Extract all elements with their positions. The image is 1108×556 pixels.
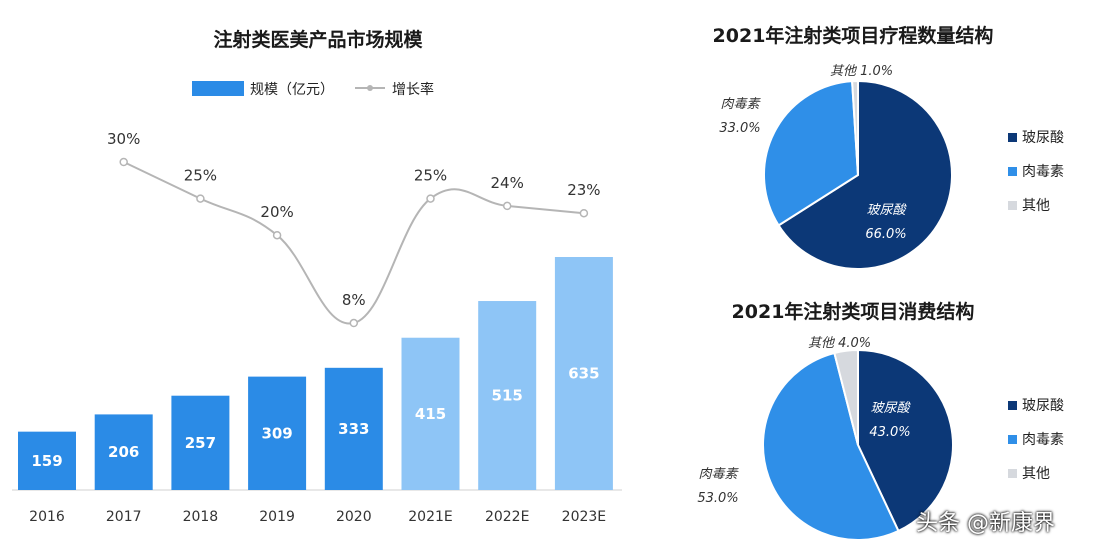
x-tick-2021E: 2021E	[408, 509, 452, 525]
pie2-slice-1	[762, 351, 900, 541]
watermark: 头条 @新康界	[916, 511, 1055, 536]
pie1-legend-swatch-1	[1008, 167, 1017, 176]
pie1-slice-0	[777, 79, 953, 270]
pie1-legend-swatch-2	[1008, 201, 1017, 210]
legend-bar-swatch	[192, 81, 244, 96]
x-tick-2023E: 2023E	[562, 509, 606, 525]
pie2-slice-2	[833, 348, 859, 446]
bar-label-2016: 159	[31, 452, 62, 470]
pie2-legend-swatch-2	[1008, 469, 1017, 478]
legend-line-label: 增长率	[392, 81, 434, 98]
pie2-slice-0	[857, 348, 954, 533]
growth-label-2018: 25%	[184, 167, 217, 185]
growth-point-2017	[119, 157, 128, 167]
growth-point-2019	[272, 230, 282, 240]
legend-line-marker	[367, 85, 373, 91]
bar-2017	[94, 414, 153, 490]
pie1-legend-label-2: 其他	[1022, 198, 1050, 214]
bar-2020	[324, 367, 383, 490]
bar-2023E	[554, 257, 613, 490]
x-tick-2016: 2016	[29, 509, 65, 525]
pie2-legend-label-1: 肉毒素	[1022, 432, 1064, 448]
bar-2016	[18, 431, 76, 490]
legend-bar-label: 规模（亿元）	[250, 82, 334, 98]
growth-point-2018	[196, 194, 205, 203]
growth-point-2022E	[502, 201, 512, 211]
growth-label-2021E: 25%	[414, 167, 447, 185]
pie2-label-value-1: 53.0%	[697, 491, 738, 506]
growth-label-2017: 30%	[107, 130, 140, 148]
pie1-slice-1	[763, 80, 860, 227]
growth-label-2022E: 24%	[491, 174, 524, 192]
bar-2018	[171, 395, 230, 490]
x-tick-2019: 2019	[259, 509, 295, 525]
growth-point-2021E	[426, 194, 435, 203]
chart-title: 注射类医美产品市场规模	[213, 28, 423, 51]
bar-2021E	[401, 337, 460, 490]
pie1-legend-label-1: 肉毒素	[1022, 164, 1064, 180]
bar-label-2017: 206	[108, 443, 139, 461]
bar-label-2019: 309	[261, 424, 292, 442]
pie2-label-value-0: 43.0%	[869, 425, 910, 440]
growth-point-2020	[349, 318, 359, 328]
pie1-label-name-1: 肉毒素	[720, 97, 761, 112]
pie1-label-value-1: 33.0%	[719, 121, 760, 136]
pie1-legend-label-0: 玻尿酸	[1022, 130, 1064, 146]
pie2-legend-swatch-0	[1008, 401, 1017, 410]
growth-label-2023E: 23%	[567, 181, 600, 199]
pie1-legend-swatch-0	[1008, 133, 1017, 142]
pie2-legend-swatch-1	[1008, 435, 1017, 444]
pie1-label-name-2: 其他 1.0%	[830, 64, 893, 79]
pie2-label-name-0: 玻尿酸	[870, 401, 911, 416]
x-tick-2017: 2017	[106, 509, 142, 525]
bar-label-2018: 257	[185, 434, 216, 452]
x-tick-2022E: 2022E	[485, 509, 529, 525]
bar-label-2021E: 415	[415, 405, 446, 423]
bar-2019	[248, 376, 307, 490]
pie2-legend-label-0: 玻尿酸	[1022, 398, 1064, 414]
pie1-label-value-0: 66.0%	[865, 227, 906, 242]
growth-label-2020: 8%	[342, 291, 366, 309]
bar-2022E	[478, 301, 537, 490]
pie-title-1: 2021年注射类项目疗程数量结构	[713, 24, 994, 47]
growth-label-2019: 20%	[260, 203, 293, 221]
pie2-label-name-1: 肉毒素	[698, 467, 739, 482]
pie1-slice-2	[851, 79, 859, 176]
bar-label-2023E: 635	[568, 365, 599, 383]
pie2-legend-label-2: 其他	[1022, 466, 1050, 482]
pie-title-2: 2021年注射类项目消费结构	[732, 300, 975, 323]
x-tick-2018: 2018	[183, 509, 219, 525]
growth-point-2023E	[579, 208, 589, 218]
bar-label-2022E: 515	[492, 387, 523, 405]
pie2-label-name-2: 其他 4.0%	[808, 336, 871, 351]
pie1-label-name-0: 玻尿酸	[866, 203, 907, 218]
x-tick-2020: 2020	[336, 509, 372, 525]
bar-label-2020: 333	[338, 420, 369, 438]
